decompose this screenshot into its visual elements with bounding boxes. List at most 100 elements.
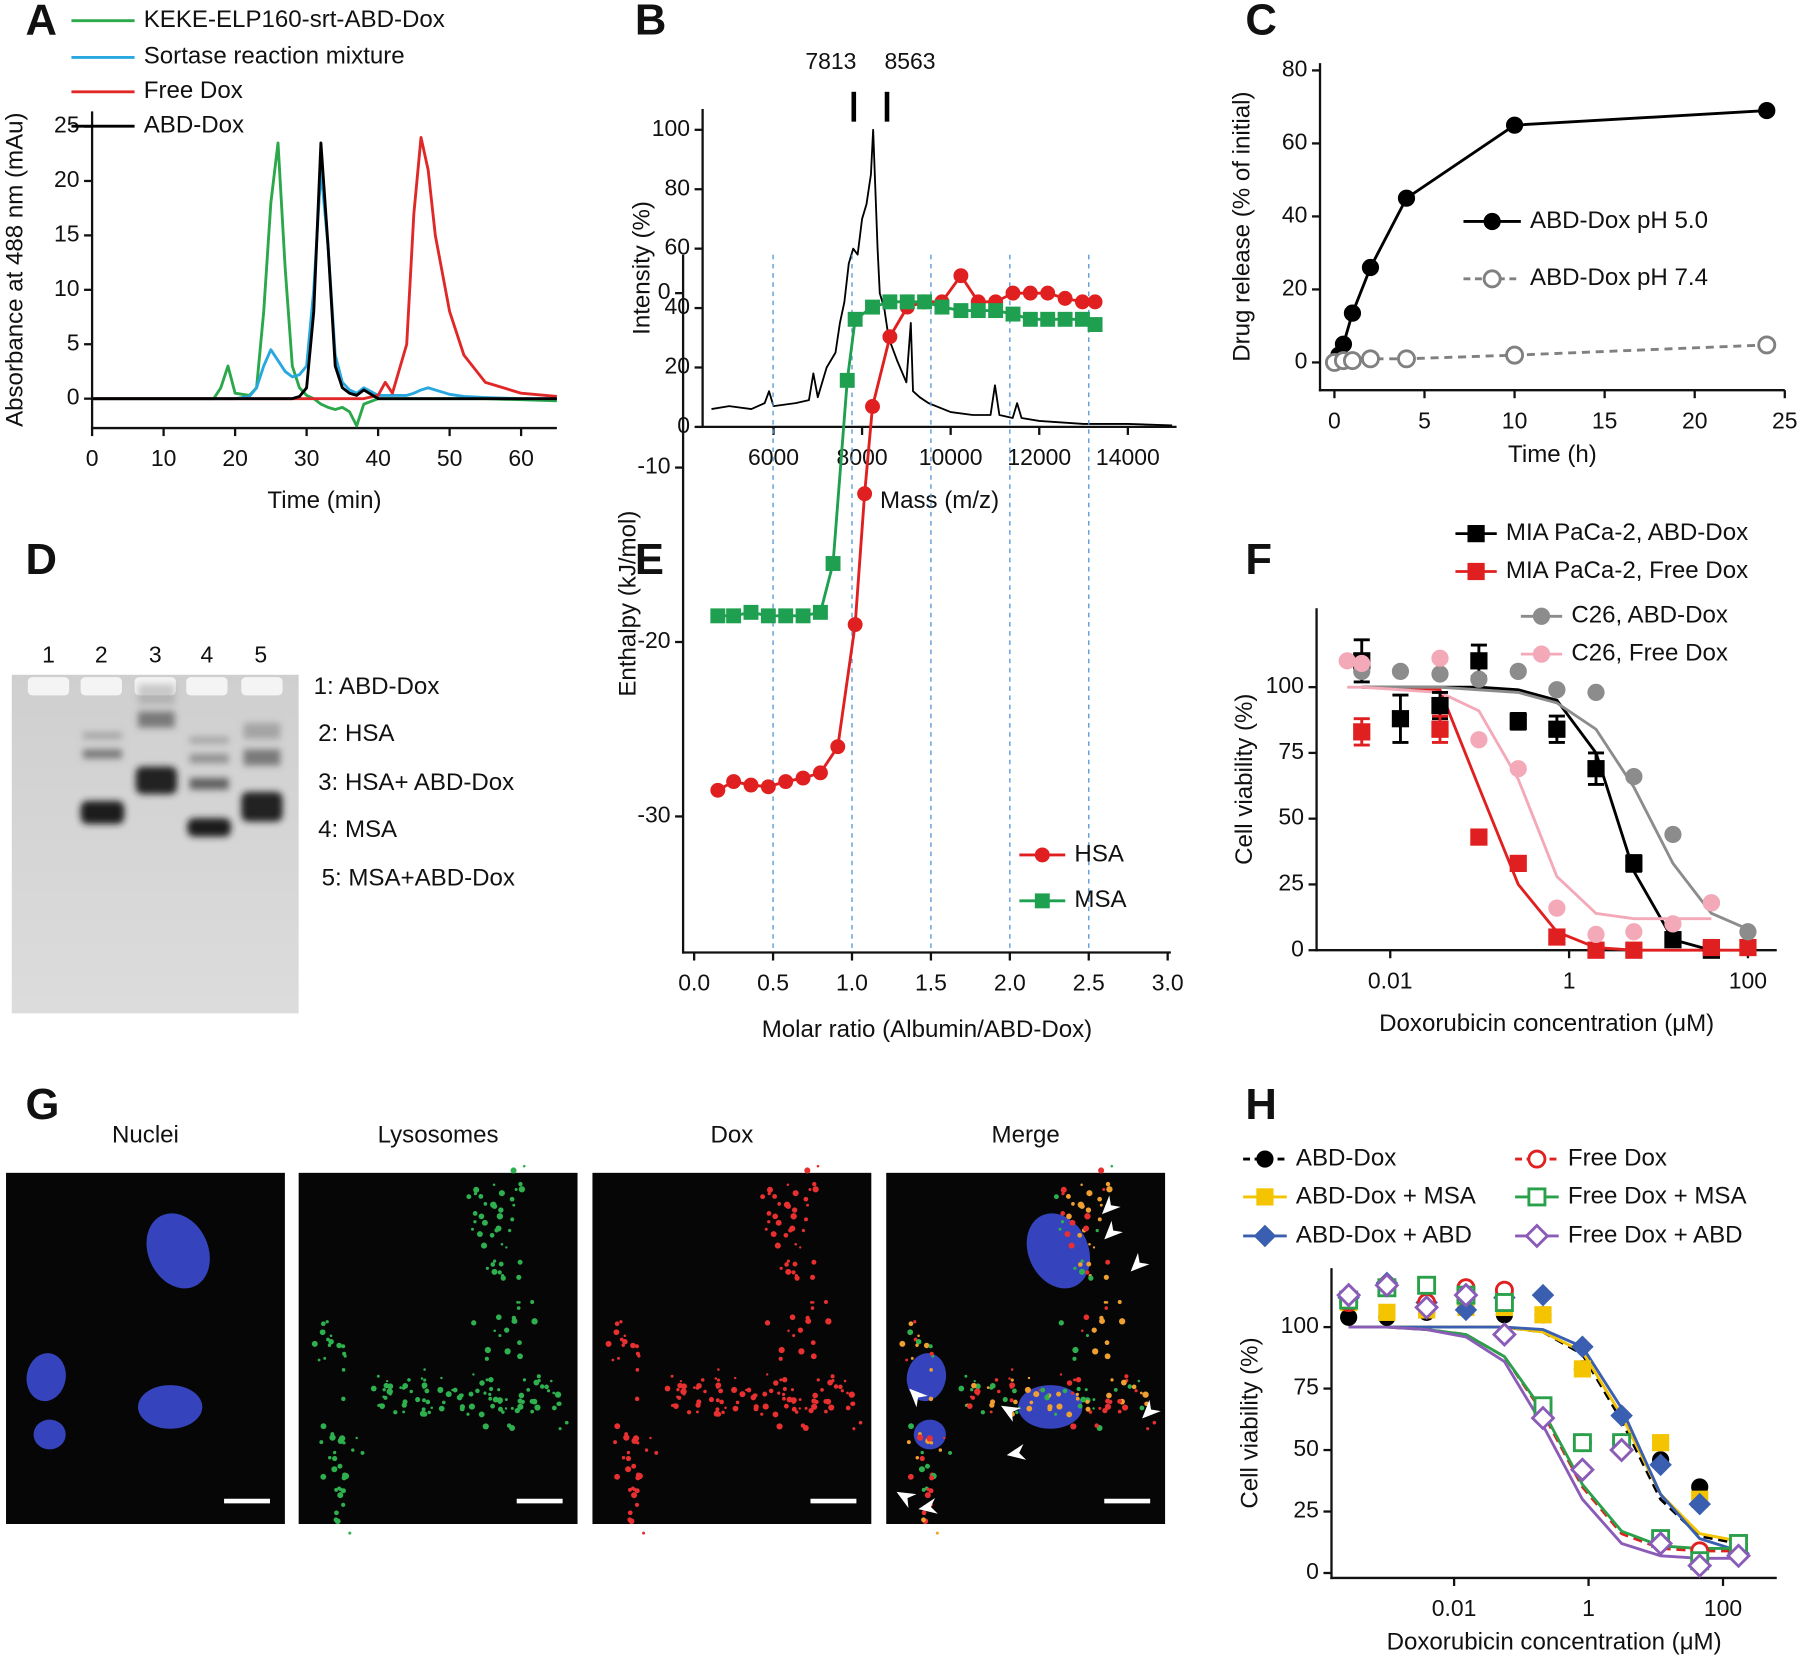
merge-spot xyxy=(1079,1268,1086,1275)
marker xyxy=(1610,1404,1633,1427)
marker xyxy=(1397,349,1416,369)
merge-spot xyxy=(1024,1386,1031,1393)
x-tick-label: 5 xyxy=(1418,407,1431,433)
marker xyxy=(1702,938,1720,957)
lysosome xyxy=(468,1391,474,1397)
lysosome xyxy=(473,1220,477,1224)
lysosome xyxy=(472,1210,478,1216)
dox-spot xyxy=(809,1300,813,1304)
merge-spot xyxy=(1139,1391,1143,1395)
lysosome xyxy=(510,1406,514,1410)
legend-marker xyxy=(1532,645,1551,663)
y-tick-label: 50 xyxy=(1293,1435,1319,1461)
marker xyxy=(1491,1322,1517,1347)
lysosome xyxy=(498,1261,504,1267)
lysosome xyxy=(479,1380,485,1386)
lysosome xyxy=(393,1410,398,1415)
merge-spot xyxy=(1091,1327,1097,1333)
legend-marker xyxy=(1524,1223,1550,1249)
y-axis-label: Drug release (% of initial) xyxy=(1228,91,1255,361)
merge-spot xyxy=(973,1380,976,1383)
dox-spot xyxy=(846,1391,849,1395)
dox-spot xyxy=(777,1202,781,1206)
merge-spot xyxy=(1053,1412,1058,1416)
legend-marker xyxy=(1532,607,1551,625)
x-tick-label: 20 xyxy=(222,445,248,471)
lysosome xyxy=(546,1389,551,1393)
merge-spot xyxy=(943,1436,946,1440)
dox-spot xyxy=(768,1388,774,1394)
lysosome xyxy=(498,1207,504,1213)
marker xyxy=(1534,1306,1552,1324)
merge-spot xyxy=(1080,1259,1084,1263)
lysosome xyxy=(510,1167,517,1174)
marker xyxy=(1057,290,1073,306)
marker xyxy=(1470,731,1488,749)
dox-spot xyxy=(782,1376,788,1383)
marker xyxy=(917,294,933,310)
marker xyxy=(988,303,1004,319)
merge-spot xyxy=(997,1389,1001,1394)
merge-spot xyxy=(1117,1300,1122,1305)
dox-spot xyxy=(824,1409,828,1414)
marker xyxy=(830,739,846,755)
merge-spot xyxy=(915,1338,922,1345)
merge-spot xyxy=(1065,1194,1071,1199)
dox-spot xyxy=(809,1274,816,1280)
lysosome xyxy=(517,1403,524,1410)
lysosome xyxy=(320,1423,327,1430)
merge-spot xyxy=(1152,1420,1157,1425)
dox-spot xyxy=(619,1320,623,1324)
merge-spot xyxy=(1117,1409,1122,1414)
merge-spot xyxy=(1073,1378,1077,1382)
dox-spot xyxy=(614,1423,621,1430)
merge-spot xyxy=(1086,1261,1092,1267)
gel-bands xyxy=(80,683,283,837)
marker xyxy=(1087,317,1103,332)
x-tick-label: 40 xyxy=(365,445,391,471)
lysosome xyxy=(427,1410,431,1415)
lysosome xyxy=(498,1190,505,1197)
lysosome xyxy=(311,1340,318,1347)
marker xyxy=(1087,294,1103,310)
marker xyxy=(1431,649,1449,667)
x-tick-label: 30 xyxy=(294,445,320,471)
merge-spot xyxy=(1068,1242,1075,1249)
merge-spot xyxy=(1084,1213,1091,1220)
dox-spot xyxy=(627,1487,632,1492)
marker xyxy=(1353,654,1371,673)
merge-spot xyxy=(1105,1181,1111,1187)
x-tick-label: 1.5 xyxy=(915,970,947,996)
legend-label: ABD-Dox + MSA xyxy=(1296,1182,1477,1209)
marker xyxy=(1739,938,1757,957)
x-tick-label: 0.01 xyxy=(1368,967,1413,993)
merge-spot xyxy=(1026,1405,1033,1412)
lysosome xyxy=(328,1456,332,1460)
lysosome xyxy=(484,1346,491,1354)
merge-spot xyxy=(971,1382,977,1389)
lysosome xyxy=(329,1434,336,1441)
dox-spot xyxy=(787,1329,790,1333)
lysosome xyxy=(497,1406,503,1412)
dox-spot xyxy=(792,1190,799,1197)
lysosome xyxy=(419,1410,427,1417)
dox-spot xyxy=(772,1194,778,1199)
y-axis-label: Absorbance at 488 nm (mAu) xyxy=(2,112,29,427)
lysosome xyxy=(497,1399,503,1404)
dox-spot xyxy=(735,1400,740,1405)
merge-spot xyxy=(1097,1196,1102,1202)
dox-spot xyxy=(812,1181,817,1187)
merge-spot xyxy=(1104,1353,1111,1360)
merge-spot xyxy=(1085,1399,1090,1404)
x-tick-label: 60 xyxy=(508,445,534,471)
marker xyxy=(743,604,759,620)
dox-spot xyxy=(762,1391,768,1397)
lysosome xyxy=(488,1392,492,1397)
merge-spot xyxy=(1077,1201,1085,1208)
dox-spot xyxy=(686,1410,692,1415)
y-tick-label: 5 xyxy=(67,329,80,355)
lane-label: 5 xyxy=(254,641,267,667)
merge-spot xyxy=(1066,1380,1073,1386)
micrograph xyxy=(592,1172,872,1524)
x-axis-label: Time (min) xyxy=(267,487,381,514)
